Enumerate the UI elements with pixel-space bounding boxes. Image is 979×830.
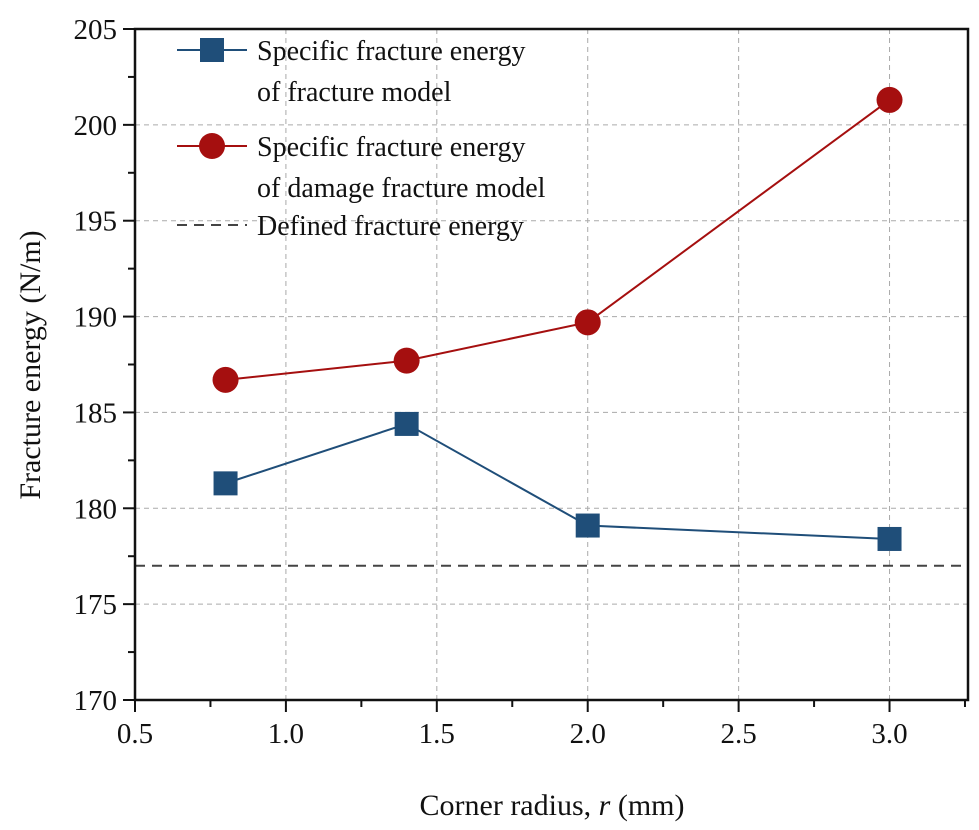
legend-label: Defined fracture energy xyxy=(257,211,524,242)
y-tick-label: 200 xyxy=(74,110,118,142)
series-line-1 xyxy=(225,99,891,381)
x-tick-label: 3.0 xyxy=(871,718,907,750)
x-tick-label: 0.5 xyxy=(117,718,153,750)
circle-marker xyxy=(393,347,420,374)
x-axis-label-prefix: Corner radius, xyxy=(420,789,599,822)
square-marker xyxy=(213,471,238,496)
x-axis-label: Corner radius, r (mm) xyxy=(420,789,685,822)
x-axis-label-var: r xyxy=(599,789,611,822)
plot-frame xyxy=(133,27,970,702)
y-tick-label: 205 xyxy=(74,14,118,46)
tick-labels: 0.5 1.0 1.5 2.0 2.5 3.0 170 175 180 185 190 195 200 2… xyxy=(74,14,908,750)
x-axis-label-suffix: (mm) xyxy=(610,789,684,822)
circle-marker xyxy=(212,366,239,393)
y-tick-label: 190 xyxy=(74,302,118,334)
y-tick-label: 170 xyxy=(74,685,118,717)
y-axis-label: Fracture energy (N/m) xyxy=(14,230,47,499)
square-marker xyxy=(394,411,419,436)
circle-marker xyxy=(876,86,903,113)
y-tick-label: 175 xyxy=(74,589,118,621)
y-tick-label: 195 xyxy=(74,206,118,238)
legend-circle-marker xyxy=(199,133,225,159)
y-tick-label: 180 xyxy=(74,493,118,525)
square-marker xyxy=(877,526,902,551)
x-tick-label: 1.5 xyxy=(419,718,455,750)
series-line-0 xyxy=(225,422,890,540)
legend-label: Specific fracture energy xyxy=(257,36,525,67)
legend-label: Specific fracture energy xyxy=(257,132,525,163)
square-marker xyxy=(575,513,600,538)
legend-label: of fracture model xyxy=(257,77,452,108)
x-tick-label: 1.0 xyxy=(268,718,304,750)
legend-label: of damage fracture model xyxy=(257,173,546,204)
axes xyxy=(123,27,970,712)
x-tick-label: 2.5 xyxy=(720,718,756,750)
y-tick-label: 185 xyxy=(74,397,118,429)
circle-marker xyxy=(574,309,601,336)
series-group xyxy=(212,86,903,551)
legend-square-marker xyxy=(200,38,224,62)
grid xyxy=(135,29,968,700)
x-tick-label: 2.0 xyxy=(570,718,606,750)
legend: Specific fracture energy of fracture mode… xyxy=(177,36,546,242)
